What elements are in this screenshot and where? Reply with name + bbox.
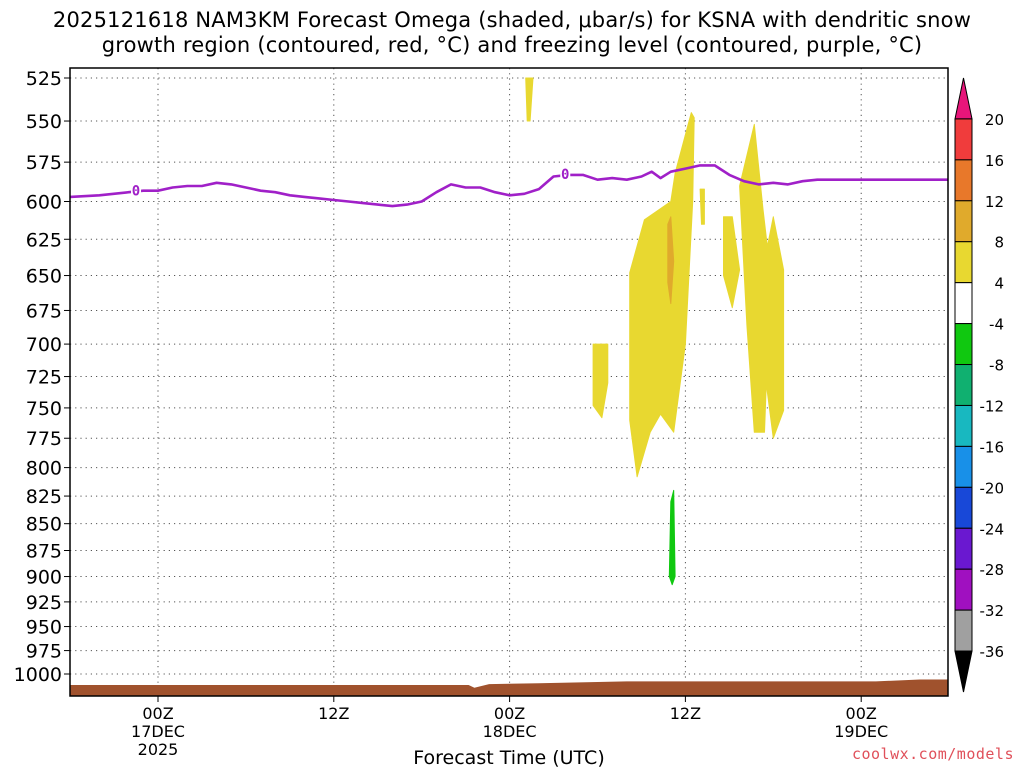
colorbar-label: 4: [994, 275, 1004, 293]
colorbar-label: -16: [980, 438, 1005, 456]
colorbar-segment: [954, 200, 973, 243]
chart-title-line-1: 2025121618 NAM3KM Forecast Omega (shaded…: [52, 8, 972, 32]
y-tick-label: 950: [26, 617, 62, 639]
y-tick-label: 675: [26, 300, 62, 322]
contour-label: 0: [132, 183, 140, 199]
x-tick-label: 00Z: [846, 704, 877, 723]
omega-shading: [525, 77, 785, 586]
colorbar-segment: [954, 527, 973, 570]
colorbar-segment: [954, 159, 973, 202]
colorbar-label: -8: [989, 357, 1004, 375]
colorbar-segment: [954, 323, 973, 366]
y-tick-label: 1000: [14, 664, 62, 686]
omega-region: [699, 188, 705, 225]
y-tick-label: 925: [26, 592, 62, 614]
colorbar-segment: [954, 364, 973, 406]
omega-region: [723, 216, 741, 309]
colorbar-label: -20: [980, 479, 1005, 497]
x-tick-label: 12Z: [318, 704, 349, 723]
y-tick-label: 875: [26, 540, 62, 562]
y-tick-label: 850: [26, 514, 62, 536]
colorbar-segment: [954, 568, 973, 611]
colorbar-label: -28: [980, 561, 1005, 579]
colorbar-segment: [954, 486, 973, 529]
x-tick-date: 19DEC: [834, 722, 888, 741]
colorbar-label: 12: [985, 193, 1004, 211]
x-tick-label: 12Z: [670, 704, 701, 723]
colorbar-label: -36: [980, 643, 1005, 661]
y-tick-label: 775: [26, 428, 62, 450]
colorbar: 20 16 12 8 4 -4 -8 -12 -16 -20 -24 -28 -32 -36: [954, 77, 1005, 693]
omega-region: [764, 216, 785, 439]
colorbar-arrow-bottom: [954, 650, 973, 693]
chart-title-line-2: growth region (contoured, red, °C) and f…: [101, 33, 923, 57]
y-tick-label: 600: [26, 192, 62, 214]
colorbar-label: -24: [980, 520, 1005, 538]
freezing-level-layer: 00: [70, 164, 948, 208]
contour-label: 0: [561, 167, 569, 183]
x-tick-label: 00Z: [494, 704, 525, 723]
omega-region: [525, 77, 534, 122]
y-tick-label: 825: [26, 486, 62, 508]
x-tick-date: 18DEC: [483, 722, 537, 741]
colorbar-segment: [954, 609, 973, 652]
y-tick-label: 625: [26, 229, 62, 251]
y-tick-label: 525: [26, 68, 62, 90]
x-tick-date: 17DEC: [131, 722, 185, 741]
freezing-level-line: [70, 164, 948, 208]
colorbar-label: -12: [980, 397, 1005, 415]
omega-region: [592, 343, 609, 419]
y-tick-label: 650: [26, 266, 62, 288]
y-tick-label: 550: [26, 111, 62, 133]
x-tick-label: 00Z: [142, 704, 173, 723]
y-tick-label: 975: [26, 641, 62, 663]
colorbar-label: -4: [989, 316, 1004, 334]
y-tick-label: 750: [26, 398, 62, 420]
x-axis-label: Forecast Time (UTC): [413, 747, 604, 768]
colorbar-segment: [954, 241, 973, 284]
colorbar-label: -32: [980, 602, 1005, 620]
colorbar-label: 20: [985, 111, 1004, 129]
y-tick-label: 725: [26, 367, 62, 389]
colorbar-label: 16: [985, 152, 1004, 170]
plot-frame: [69, 67, 949, 697]
credit-text: coolwx.com/models: [851, 745, 1014, 763]
omega-region: [629, 112, 695, 478]
y-tick-label: 800: [26, 458, 62, 480]
colorbar-arrow-top: [954, 77, 973, 120]
y-tick-label: 900: [26, 567, 62, 589]
contour-label-bg: [560, 166, 571, 182]
colorbar-segment: [954, 445, 973, 488]
colorbar-segment: [954, 404, 973, 447]
y-tick-label: 575: [26, 152, 62, 174]
terrain-fill: [70, 679, 948, 696]
contour-label-bg: [131, 182, 142, 198]
colorbar-label: 8: [994, 234, 1004, 252]
colorbar-segment: [954, 118, 973, 161]
x-tick-year: 2025: [138, 740, 179, 759]
terrain-layer: [70, 679, 948, 696]
y-tick-label: 700: [26, 334, 62, 356]
y-axis: 525 550 575 600 625 650 675 700 725 750 775 800 825 8…: [14, 68, 70, 686]
plot-area: [70, 68, 948, 696]
colorbar-segment: [954, 282, 973, 325]
omega-region: [668, 489, 676, 586]
omega-region: [667, 216, 675, 305]
